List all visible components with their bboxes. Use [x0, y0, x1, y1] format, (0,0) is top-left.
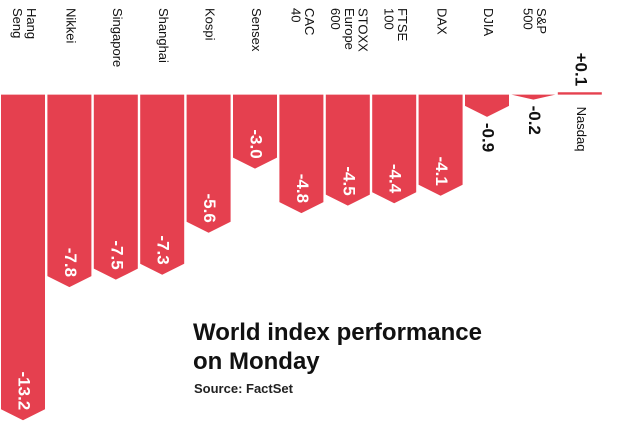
- x-tick-label: Sensex: [249, 8, 264, 52]
- chart-title: World index performance on Monday: [193, 319, 482, 375]
- value-label: -3.0: [247, 129, 266, 158]
- bar: [372, 94, 417, 204]
- value-label: -5.6: [200, 194, 219, 223]
- bar: [511, 94, 556, 100]
- bar: [140, 94, 185, 275]
- x-tick-label: Nasdaq: [573, 107, 588, 152]
- value-label: -7.8: [61, 248, 80, 277]
- bar: [465, 94, 509, 117]
- x-tick-label: FTSE100: [381, 8, 410, 42]
- bar: [418, 94, 463, 196]
- value-label: -4.5: [339, 166, 358, 195]
- x-tick-label: STOXXEurope600: [328, 8, 370, 52]
- bar: [233, 94, 277, 169]
- bar: [93, 94, 138, 280]
- bar: [557, 92, 602, 95]
- value-label: -4.1: [432, 157, 451, 186]
- value-label: -7.3: [154, 235, 173, 264]
- value-label: -13.2: [15, 372, 34, 411]
- bar: [186, 94, 231, 233]
- x-tick-label: DJIA: [481, 8, 496, 37]
- bar: [279, 94, 324, 214]
- value-label: -0.2: [525, 106, 544, 135]
- value-label: -4.8: [293, 174, 312, 203]
- value-label: +0.1: [571, 53, 590, 87]
- x-tick-label: DAX: [434, 8, 449, 35]
- x-tick-label: Kospi: [202, 8, 217, 41]
- x-tick-label: CAC40: [288, 8, 317, 35]
- bar: [1, 94, 45, 421]
- x-tick-label: Nikkei: [63, 8, 78, 44]
- x-tick-label: S&P500: [520, 8, 549, 34]
- x-tick-label: HangSeng: [10, 8, 39, 39]
- x-tick-label: Singapore: [109, 8, 124, 67]
- value-label: -4.4: [386, 164, 405, 194]
- x-tick-label: Shanghai: [156, 8, 171, 63]
- source-note: Source: FactSet: [194, 381, 293, 396]
- value-label: -0.9: [479, 123, 498, 152]
- value-label: -7.5: [107, 240, 126, 269]
- bar: [325, 94, 370, 206]
- bar: [47, 94, 92, 288]
